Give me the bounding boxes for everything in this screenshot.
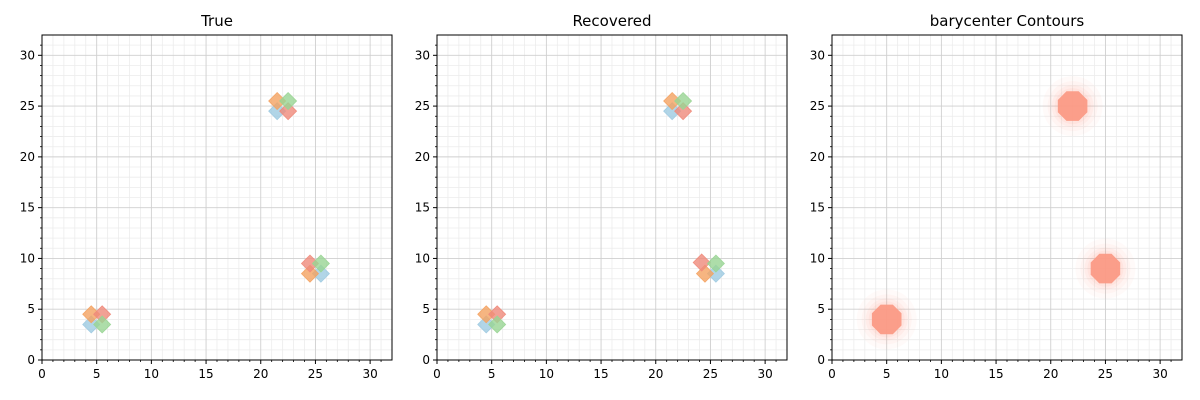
x-tick-label: 30 — [757, 367, 772, 381]
x-tick-label: 25 — [1098, 367, 1113, 381]
x-tick-label: 20 — [648, 367, 663, 381]
x-tick-label: 20 — [253, 367, 268, 381]
contour-core — [871, 304, 902, 335]
x-tick-label: 25 — [703, 367, 718, 381]
x-tick-label: 30 — [362, 367, 377, 381]
y-tick-label: 25 — [810, 99, 825, 113]
x-tick-label: 15 — [988, 367, 1003, 381]
scatter-point — [488, 315, 507, 334]
panel-title: True — [200, 12, 233, 30]
y-tick-label: 15 — [415, 201, 430, 215]
scatter-point — [311, 254, 330, 273]
scatter-point — [674, 91, 693, 111]
contour-core — [1090, 253, 1121, 284]
contour-core — [1057, 91, 1088, 121]
y-tick-label: 30 — [20, 48, 35, 62]
panel-true: True 0 5 10 15 20 25 30 0 5 10 15 20 25 30 — [20, 12, 393, 381]
x-tick-label: 0 — [38, 367, 46, 381]
x-tick-label: 10 — [539, 367, 554, 381]
x-tick-label: 5 — [93, 367, 101, 381]
scatter-point — [300, 264, 320, 283]
y-tick-label: 10 — [20, 251, 35, 265]
y-tick-label: 10 — [810, 251, 825, 265]
x-tick-label: 0 — [433, 367, 441, 381]
x-tick-label: 25 — [308, 367, 323, 381]
scatter-point — [93, 315, 112, 334]
x-tick-label: 30 — [1152, 367, 1167, 381]
x-tick-label: 5 — [488, 367, 496, 381]
y-tick-label: 5 — [422, 302, 430, 316]
panel-title: barycenter Contours — [930, 12, 1085, 30]
y-tick-label: 20 — [415, 150, 430, 164]
x-tick-label: 15 — [198, 367, 213, 381]
panel-recovered: Recovered 0 5 10 15 20 25 30 0 5 10 15 20 25 30 — [415, 12, 788, 381]
y-tick-label: 0 — [27, 353, 35, 367]
x-tick-label: 20 — [1043, 367, 1058, 381]
y-tick-label: 15 — [810, 201, 825, 215]
y-tick-label: 10 — [415, 251, 430, 265]
x-tick-label: 5 — [883, 367, 891, 381]
x-tick-label: 10 — [144, 367, 159, 381]
y-tick-label: 25 — [415, 99, 430, 113]
y-tick-label: 15 — [20, 201, 35, 215]
y-tick-label: 0 — [422, 353, 430, 367]
y-tick-label: 5 — [817, 302, 825, 316]
scatter-point — [706, 254, 725, 273]
x-tick-label: 10 — [934, 367, 949, 381]
y-tick-label: 5 — [27, 302, 35, 316]
y-tick-label: 20 — [20, 150, 35, 164]
y-tick-label: 30 — [415, 48, 430, 62]
scatter-point — [279, 91, 298, 111]
panel-title: Recovered — [572, 12, 651, 30]
scatter-point — [692, 253, 711, 272]
scatter-point — [674, 102, 693, 121]
y-tick-label: 30 — [810, 48, 825, 62]
x-tick-label: 0 — [828, 367, 836, 381]
y-tick-label: 0 — [817, 353, 825, 367]
x-tick-label: 15 — [593, 367, 608, 381]
scatter-point — [279, 102, 298, 121]
y-tick-label: 20 — [810, 150, 825, 164]
y-tick-label: 25 — [20, 99, 35, 113]
panel-barycenter-contours: barycenter Contours 0 5 10 15 20 25 30 0 5 10 15 20… — [810, 12, 1183, 381]
